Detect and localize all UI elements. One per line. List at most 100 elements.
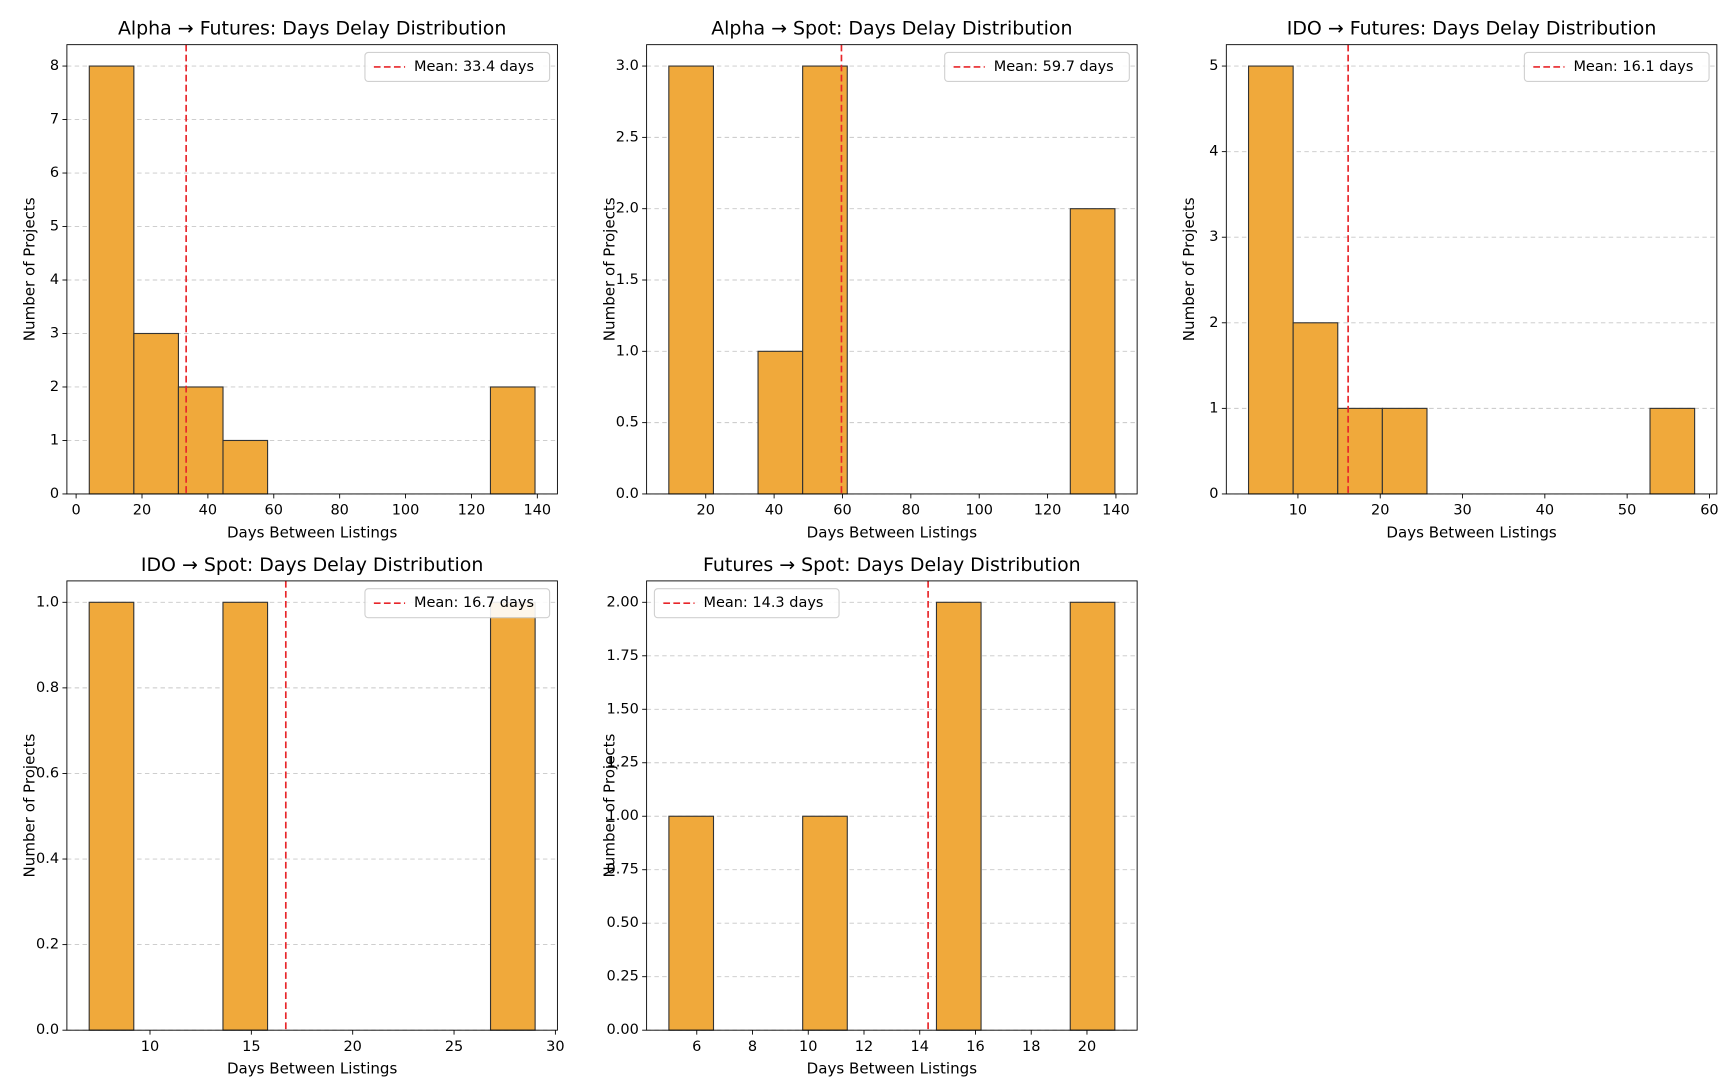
chart-title: Alpha → Spot: Days Delay Distribution (711, 18, 1072, 40)
bar (1292, 322, 1339, 495)
bar (489, 601, 536, 1031)
y-tick-label: 0.8 (36, 680, 59, 696)
x-tick-label: 120 (1034, 503, 1062, 519)
y-tick-label: 0.0 (36, 1022, 59, 1038)
x-tick-label: 10 (799, 1039, 817, 1055)
legend-box (364, 588, 551, 619)
x-axis-label: Days Between Listings (227, 523, 398, 541)
axes-frame (646, 580, 1138, 1031)
bar (668, 65, 714, 495)
legend-label: Mean: 14.3 days (703, 595, 823, 611)
x-tick-label: 20 (1371, 503, 1389, 519)
y-tick-label: 5 (1209, 58, 1218, 74)
y-tick-label: 1.75 (607, 648, 639, 664)
x-tick-label: 14 (911, 1039, 929, 1055)
bar (222, 439, 269, 495)
legend: Mean: 16.1 days (1523, 51, 1710, 83)
x-tick-label: 10 (141, 1039, 159, 1055)
chart-title: Alpha → Futures: Days Delay Distribution (118, 18, 506, 40)
y-tick-label: 6 (50, 165, 59, 181)
x-tick-label: 40 (1536, 503, 1554, 519)
axes-frame (66, 580, 558, 1031)
y-tick-label: 4 (50, 272, 59, 288)
y-tick-label: 0.00 (607, 1022, 639, 1038)
x-tick-label: 20 (697, 503, 715, 519)
legend: Mean: 33.4 days (364, 51, 551, 83)
x-tick-label: 60 (833, 503, 851, 519)
legend: Mean: 16.7 days (364, 588, 551, 619)
bar (1649, 407, 1696, 495)
x-tick-label: 30 (546, 1039, 564, 1055)
y-tick-label: 5 (50, 219, 59, 235)
y-axis-label: Number of Projects (600, 733, 618, 877)
x-tick-label: 15 (242, 1039, 260, 1055)
y-tick-label: 2 (1209, 315, 1218, 331)
y-tick-label: 1 (1209, 400, 1218, 416)
chart-panel: 0.0 0.2 0.4 0.6 0.8 1.0 10 15 20 25 30 IDO → Spot: … (21, 554, 565, 1078)
axes-frame (66, 44, 558, 495)
y-tick-label: 0.6 (36, 765, 59, 781)
legend-box (364, 51, 551, 83)
legend-box (1523, 51, 1710, 83)
x-axis-label: Days Between Listings (807, 1060, 978, 1078)
x-tick-label: 8 (748, 1039, 757, 1055)
y-tick-label: 0.5 (616, 415, 639, 431)
y-tick-label: 0 (50, 486, 59, 502)
legend: Mean: 59.7 days (944, 51, 1130, 83)
x-tick-label: 18 (1022, 1039, 1040, 1055)
chart-panel: 0 1 2 3 4 5 10 20 30 40 50 60 IDO → Futures: Days De… (1180, 18, 1719, 542)
bar (757, 350, 804, 495)
y-tick-label: 8 (50, 58, 59, 74)
y-tick-label: 1.0 (616, 343, 639, 359)
y-tick-label: 3 (1209, 229, 1218, 245)
x-tick-label: 10 (1289, 503, 1307, 519)
legend-box (653, 588, 840, 619)
x-tick-label: 6 (692, 1039, 701, 1055)
y-tick-label: 7 (50, 112, 59, 128)
y-tick-label: 3 (50, 325, 59, 341)
y-tick-label: 0.4 (36, 851, 59, 867)
legend-label: Mean: 33.4 days (414, 59, 534, 75)
x-tick-label: 80 (902, 503, 920, 519)
x-tick-label: 40 (765, 503, 783, 519)
x-tick-label: 25 (445, 1039, 463, 1055)
x-tick-label: 0 (72, 503, 81, 519)
legend-label: Mean: 59.7 days (994, 59, 1114, 75)
x-axis-label: Days Between Listings (227, 1060, 398, 1078)
y-tick-label: 0.0 (616, 486, 639, 502)
x-tick-label: 120 (458, 503, 486, 519)
x-tick-label: 16 (966, 1039, 984, 1055)
bar (802, 65, 848, 495)
y-tick-label: 2.0 (616, 201, 639, 217)
y-tick-label: 1.50 (607, 701, 639, 717)
x-tick-label: 20 (343, 1039, 361, 1055)
y-tick-label: 2.5 (616, 129, 639, 145)
y-axis-label: Number of Projects (21, 733, 39, 877)
x-axis-label: Days Between Listings (807, 523, 978, 541)
bar (133, 332, 179, 495)
y-tick-label: 2 (50, 379, 59, 395)
y-tick-label: 0 (1209, 486, 1218, 502)
legend-box (944, 51, 1130, 83)
bar (802, 815, 848, 1031)
y-axis-label: Number of Projects (600, 197, 618, 341)
axes-frame (646, 44, 1138, 495)
legend: Mean: 14.3 days (653, 588, 840, 619)
bar (1247, 65, 1294, 495)
x-tick-label: 20 (133, 503, 151, 519)
legend-label: Mean: 16.7 days (414, 595, 534, 611)
bar (222, 601, 269, 1031)
x-tick-label: 50 (1618, 503, 1636, 519)
bar (489, 386, 536, 495)
x-tick-label: 100 (392, 503, 420, 519)
chart-title: IDO → Futures: Days Delay Distribution (1287, 18, 1657, 40)
bar (668, 815, 715, 1031)
x-tick-label: 140 (1102, 503, 1130, 519)
bar (935, 601, 982, 1031)
chart-panel: 0.00 0.25 0.50 0.75 1.00 1.25 1.50 1.75 2.00 6 8 10… (600, 554, 1138, 1078)
y-tick-label: 1.00 (607, 808, 639, 824)
y-tick-label: 0.2 (36, 937, 59, 953)
x-tick-label: 60 (1700, 503, 1718, 519)
